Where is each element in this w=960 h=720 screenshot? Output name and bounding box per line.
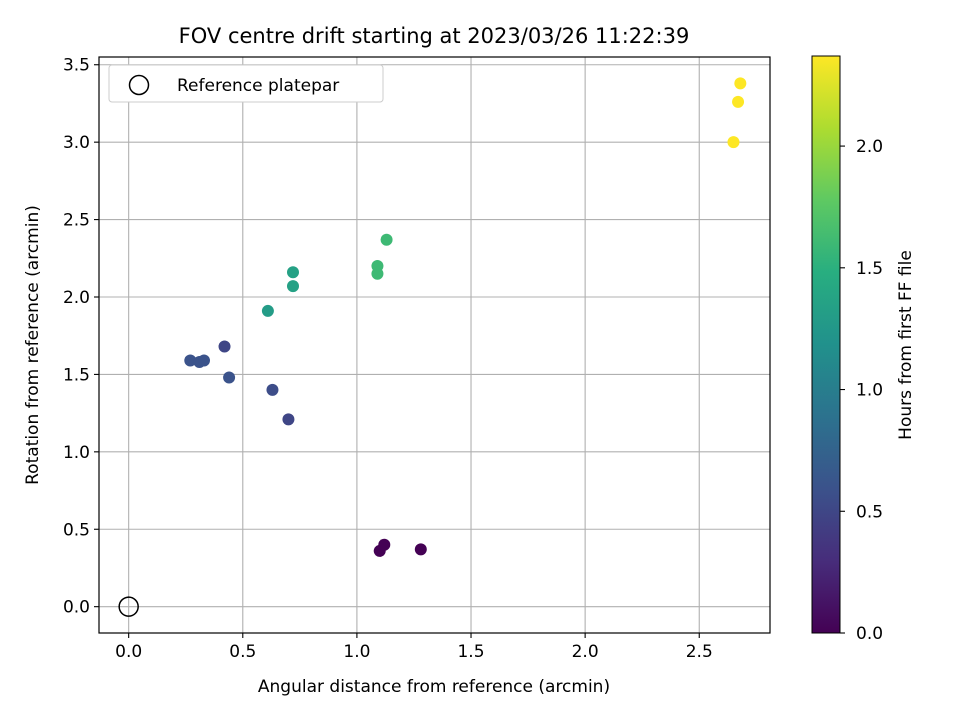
scatter-point <box>371 267 384 280</box>
x-axis-ticks: 0.0 0.5 1.0 1.5 2.0 2.5 <box>115 633 713 662</box>
legend: Reference platepar <box>108 64 384 103</box>
y-tick-label: 0.0 <box>63 598 90 618</box>
scatter-point <box>286 280 299 293</box>
plot-area <box>99 57 770 633</box>
y-tick-label: 0.5 <box>63 520 90 540</box>
scatter-point <box>727 136 740 149</box>
y-tick-label: 3.0 <box>63 133 90 153</box>
plot-frame <box>98 56 771 634</box>
x-tick-label: 0.5 <box>229 642 256 662</box>
scatter-point <box>734 77 747 90</box>
scatter-point <box>184 354 197 367</box>
scatter-point <box>282 413 295 426</box>
scatter-point <box>378 538 391 551</box>
scatter-point <box>197 354 210 367</box>
colorbar-tick-label: 1.0 <box>856 381 883 401</box>
y-tick-label: 2.0 <box>63 288 90 308</box>
y-tick-label: 1.0 <box>63 443 90 463</box>
y-axis-ticks: 0.0 0.5 1.0 1.5 2.0 2.5 3.0 3.5 <box>63 56 99 618</box>
scatter-point <box>732 95 745 108</box>
colorbar-ticks: 0.0 0.5 1.0 1.5 2.0 <box>840 137 883 644</box>
scatter-point <box>286 266 299 279</box>
colorbar-tick-label: 0.0 <box>856 624 883 644</box>
data-points <box>118 77 747 617</box>
x-tick-label: 1.0 <box>343 642 370 662</box>
scatter-point <box>380 233 393 246</box>
colorbar-tick-label: 2.0 <box>856 137 883 157</box>
scatter-point <box>261 304 274 317</box>
y-tick-label: 1.5 <box>63 365 90 385</box>
x-tick-label: 2.5 <box>686 642 713 662</box>
x-tick-label: 2.0 <box>572 642 599 662</box>
x-tick-label: 1.5 <box>457 642 484 662</box>
chart-title: FOV centre drift starting at 2023/03/26 … <box>179 24 690 48</box>
y-tick-label: 2.5 <box>63 211 90 231</box>
scatter-point <box>218 340 231 353</box>
scatter-point <box>223 371 236 384</box>
reference-platepar-marker <box>118 596 139 617</box>
colorbar: 0.0 0.5 1.0 1.5 2.0 Hours from first FF file <box>811 55 916 644</box>
colorbar-gradient <box>811 55 841 634</box>
legend-box <box>108 64 384 103</box>
y-tick-label: 3.5 <box>63 56 90 76</box>
x-axis-label: Angular distance from reference (arcmin) <box>258 677 610 697</box>
x-tick-label: 0.0 <box>115 642 142 662</box>
colorbar-tick-label: 0.5 <box>856 502 883 522</box>
legend-label-reference: Reference platepar <box>177 76 339 96</box>
colorbar-tick-label: 1.5 <box>856 259 883 279</box>
grid <box>99 57 770 633</box>
scatter-point <box>266 383 279 396</box>
colorbar-label: Hours from first FF file <box>896 250 916 440</box>
scatter-point <box>414 543 427 556</box>
y-axis-label: Rotation from reference (arcmin) <box>23 205 43 485</box>
legend-marker-reference <box>128 74 150 96</box>
